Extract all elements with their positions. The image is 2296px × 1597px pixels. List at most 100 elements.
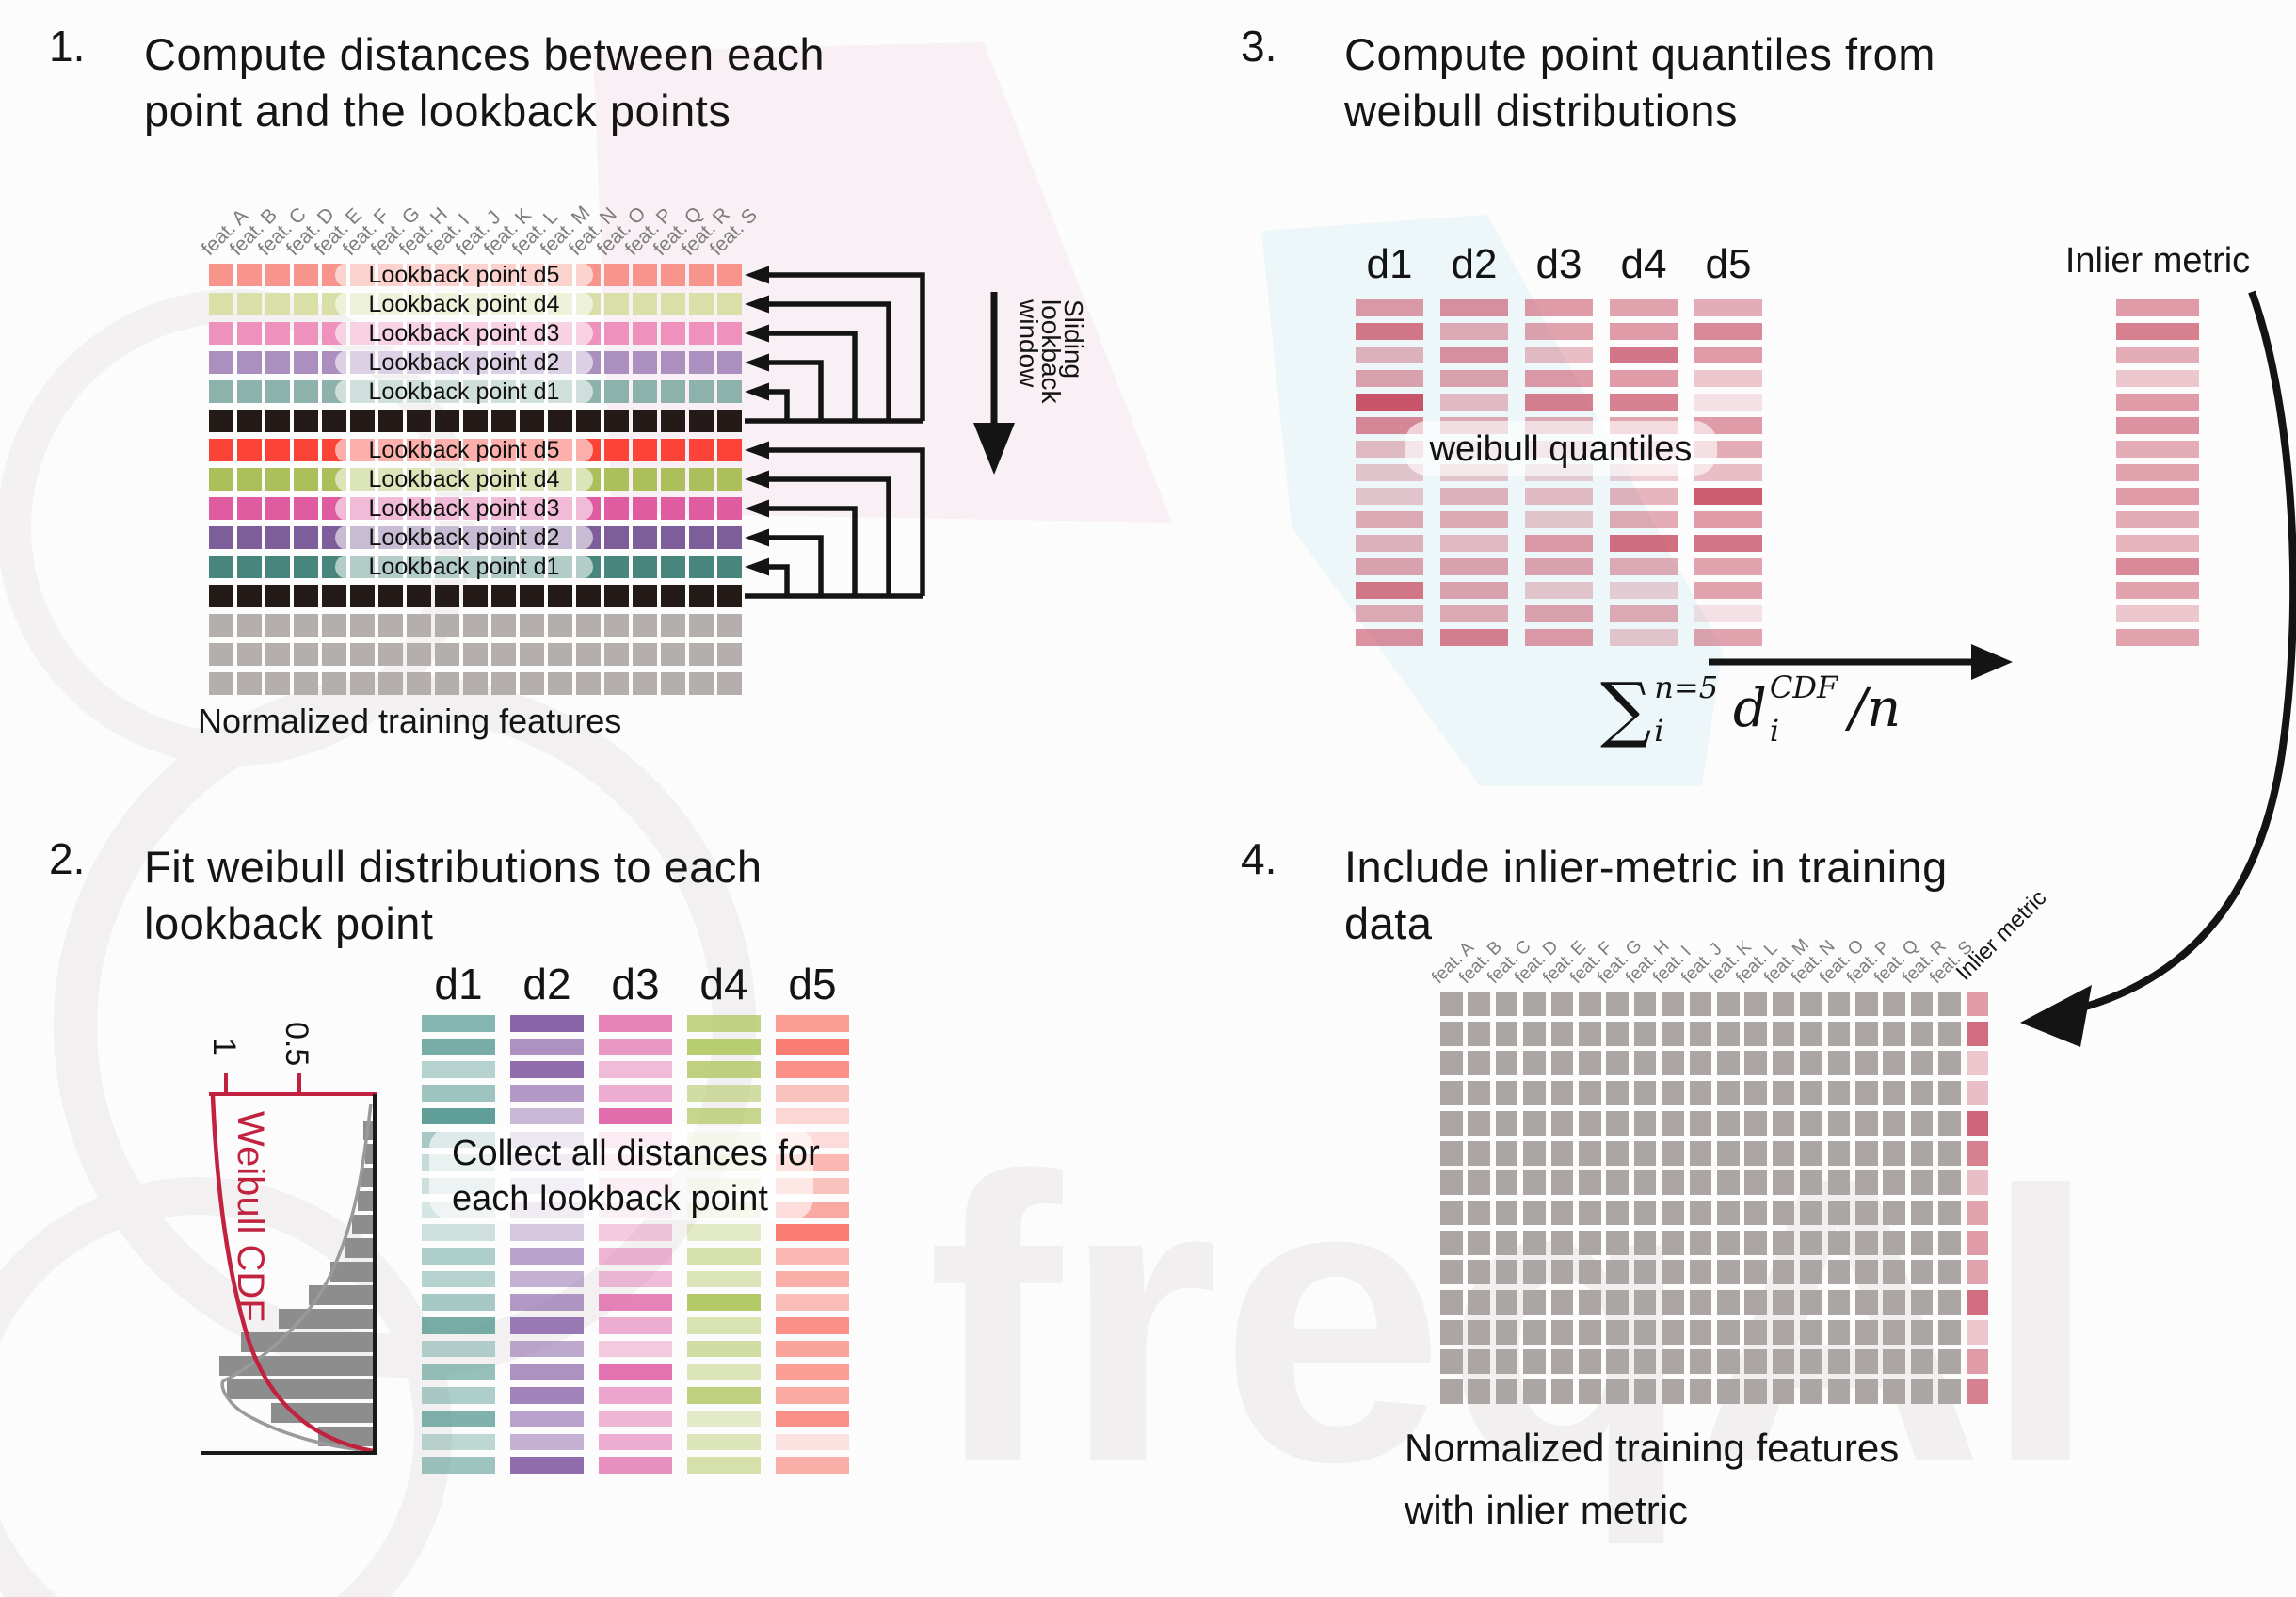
histogram-bar bbox=[330, 1262, 373, 1282]
inlier-metric-bar bbox=[2116, 629, 2199, 646]
grid-cell bbox=[1440, 1230, 1463, 1255]
bracket-line bbox=[764, 506, 858, 596]
grid-cell bbox=[717, 643, 742, 666]
grid-cell bbox=[1550, 1170, 1574, 1196]
grid-cell bbox=[237, 351, 262, 374]
grid-cell bbox=[1468, 1170, 1490, 1196]
quantile-bar bbox=[1356, 299, 1423, 316]
grid-cell bbox=[1523, 1110, 1546, 1136]
distance-column-header: d5 bbox=[788, 960, 837, 1008]
grid-cell bbox=[1800, 1021, 1822, 1046]
inlier-metric-bar bbox=[2116, 347, 2199, 363]
grid-cell bbox=[548, 614, 572, 637]
quantile-column-header: d3 bbox=[1535, 241, 1582, 287]
quantile-bar bbox=[1694, 582, 1762, 599]
grid-cell bbox=[633, 556, 657, 578]
grid-cell bbox=[1633, 1319, 1657, 1345]
grid-cell bbox=[294, 439, 318, 461]
quantile-bar bbox=[1440, 605, 1508, 622]
inlier-metric-cell bbox=[1966, 1200, 1989, 1225]
grid-cell bbox=[1523, 992, 1546, 1016]
grid-cell bbox=[350, 672, 375, 695]
histogram-bar bbox=[241, 1332, 373, 1352]
grid-cell bbox=[1910, 1170, 1934, 1196]
grid-cell bbox=[661, 468, 685, 491]
quantile-bar bbox=[1356, 511, 1423, 528]
grid-cell bbox=[1550, 1081, 1574, 1106]
grid-cell bbox=[1579, 992, 1601, 1016]
grid-cell bbox=[1772, 1200, 1795, 1225]
quantile-bar bbox=[1694, 558, 1762, 575]
quantile-bar bbox=[1525, 488, 1593, 505]
grid-cell bbox=[209, 585, 233, 607]
grid-cell bbox=[1800, 1140, 1822, 1166]
grid-cell bbox=[1744, 1379, 1767, 1405]
histogram-bar bbox=[219, 1356, 373, 1376]
grid-cell bbox=[1772, 1319, 1795, 1345]
distance-bar bbox=[599, 1433, 672, 1451]
step-1-number: 1. bbox=[49, 22, 86, 71]
grid-cell bbox=[576, 410, 601, 432]
grid-cell bbox=[1662, 1081, 1684, 1106]
weibull-quantiles-text: weibull quantiles bbox=[1429, 429, 1693, 469]
grid-cell bbox=[633, 468, 657, 491]
grid-cell bbox=[661, 556, 685, 578]
grid-cell bbox=[209, 556, 233, 578]
grid-cell bbox=[1855, 1319, 1878, 1345]
grid-cell bbox=[209, 497, 233, 520]
grid-cell bbox=[520, 585, 544, 607]
grid-cell bbox=[1662, 1021, 1684, 1046]
grid-cell bbox=[1772, 1260, 1795, 1285]
down-arrowhead-icon bbox=[973, 423, 1015, 475]
grid-cell bbox=[1744, 1081, 1767, 1106]
grid-cell bbox=[1550, 1230, 1574, 1255]
step-1-title-line1: Compute distances between each bbox=[144, 29, 826, 79]
quantile-bar bbox=[1610, 299, 1678, 316]
grid-cell bbox=[1495, 1021, 1518, 1046]
grid-cell bbox=[1910, 1081, 1934, 1106]
quantile-bar bbox=[1525, 629, 1593, 646]
grid-cell bbox=[1633, 1140, 1657, 1166]
inlier-metric-cell bbox=[1966, 1081, 1989, 1106]
grid-cell bbox=[209, 264, 233, 286]
grid-cell bbox=[1827, 1319, 1851, 1345]
grid-cell bbox=[1633, 1021, 1657, 1046]
distance-column-header: d2 bbox=[522, 960, 571, 1008]
grid-cell bbox=[1827, 1200, 1851, 1225]
grid-cell bbox=[1938, 1110, 1961, 1136]
inlier-metric-bar bbox=[2116, 323, 2199, 340]
grid-cell bbox=[378, 614, 403, 637]
grid-cell bbox=[1938, 1290, 1961, 1315]
grid-cell bbox=[463, 643, 488, 666]
grid-cell bbox=[1495, 1051, 1518, 1076]
grid-cell bbox=[1717, 1170, 1740, 1196]
quantile-bar bbox=[1356, 347, 1423, 363]
grid-cell bbox=[1689, 1110, 1712, 1136]
quantile-bar bbox=[1610, 511, 1678, 528]
grid-cell bbox=[1883, 1081, 1905, 1106]
grid-cell bbox=[463, 614, 488, 637]
grid-cell bbox=[520, 672, 544, 695]
inlier-metric-formula: ∑ n=5 i d CDF i /n bbox=[1600, 672, 1901, 746]
grid-cell bbox=[689, 556, 714, 578]
grid-cell bbox=[1523, 1319, 1546, 1345]
grid-cell bbox=[1717, 1260, 1740, 1285]
grid-cell bbox=[1468, 1110, 1490, 1136]
grid-cell bbox=[1468, 1260, 1490, 1285]
grid-cell bbox=[1800, 1379, 1822, 1405]
inlier-metric-cell bbox=[1966, 1140, 1989, 1166]
distance-bar bbox=[599, 1387, 672, 1404]
left-arrowhead-icon bbox=[745, 470, 769, 489]
grid-cell bbox=[717, 526, 742, 549]
grid-cell bbox=[661, 614, 685, 637]
grid-cell bbox=[237, 497, 262, 520]
grid-cell bbox=[1827, 1051, 1851, 1076]
grid-cell bbox=[294, 672, 318, 695]
quantile-bar bbox=[1356, 582, 1423, 599]
quantile-bar bbox=[1356, 464, 1423, 481]
grid-cell bbox=[407, 410, 431, 432]
grid-cell bbox=[237, 322, 262, 345]
grid-cell bbox=[209, 293, 233, 315]
grid-cell bbox=[1744, 1349, 1767, 1375]
distance-bar bbox=[776, 1294, 849, 1311]
